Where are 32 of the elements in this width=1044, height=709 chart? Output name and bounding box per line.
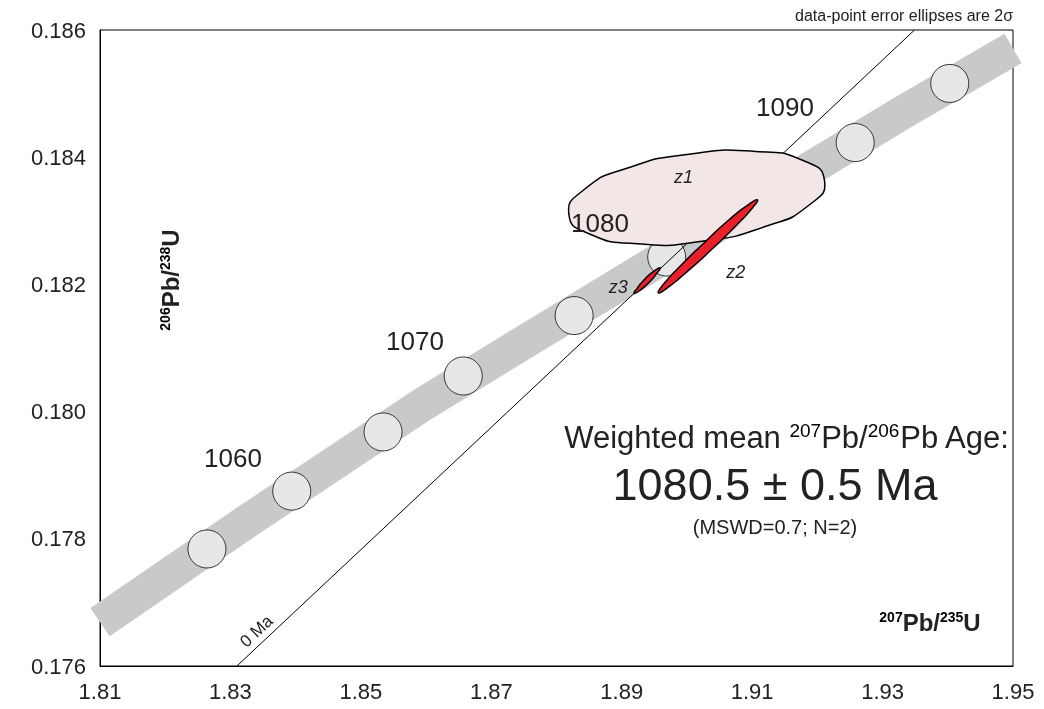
annotation: 1080 — [571, 208, 629, 238]
series-label: z2 — [725, 262, 746, 283]
annotation: (MSWD=0.7; N=2) — [692, 516, 858, 538]
x-tick-label: 1.93 — [861, 678, 904, 704]
x-tick-label: 1.95 — [991, 678, 1035, 704]
x-tick-label: 1.87 — [469, 678, 513, 704]
text: 0 Ma — [236, 611, 278, 652]
annotation: 1060 — [204, 443, 262, 473]
annotation: 1080.5 ± 0.5 Ma — [612, 458, 939, 510]
y-tick-label: 0.186 — [30, 17, 86, 43]
y-tick-label: 0.184 — [30, 144, 86, 170]
annotation: 1090 — [756, 92, 814, 122]
point — [554, 296, 594, 336]
point — [443, 356, 483, 396]
series-label: z1 — [672, 167, 693, 188]
y-tick-label: 0.178 — [30, 526, 86, 552]
point — [272, 471, 312, 511]
point — [187, 529, 227, 569]
x-tick-label: 1.89 — [600, 678, 644, 704]
point — [930, 63, 970, 103]
point — [363, 412, 403, 452]
annotation: 1070 — [386, 326, 444, 356]
x-tick-label: 1.81 — [78, 678, 122, 704]
x-tick-label: 1.91 — [730, 678, 774, 704]
x-tick-label: 1.85 — [339, 678, 383, 704]
text: data-point error ellipses are 2σ — [795, 6, 1014, 24]
y-tick-label: 0.182 — [30, 271, 86, 297]
x-tick-label: 1.83 — [209, 678, 252, 704]
y-tick-label: 0.176 — [30, 653, 86, 679]
series-label: z3 — [607, 276, 628, 297]
y-tick-label: 0.180 — [30, 399, 86, 425]
point — [835, 123, 875, 163]
